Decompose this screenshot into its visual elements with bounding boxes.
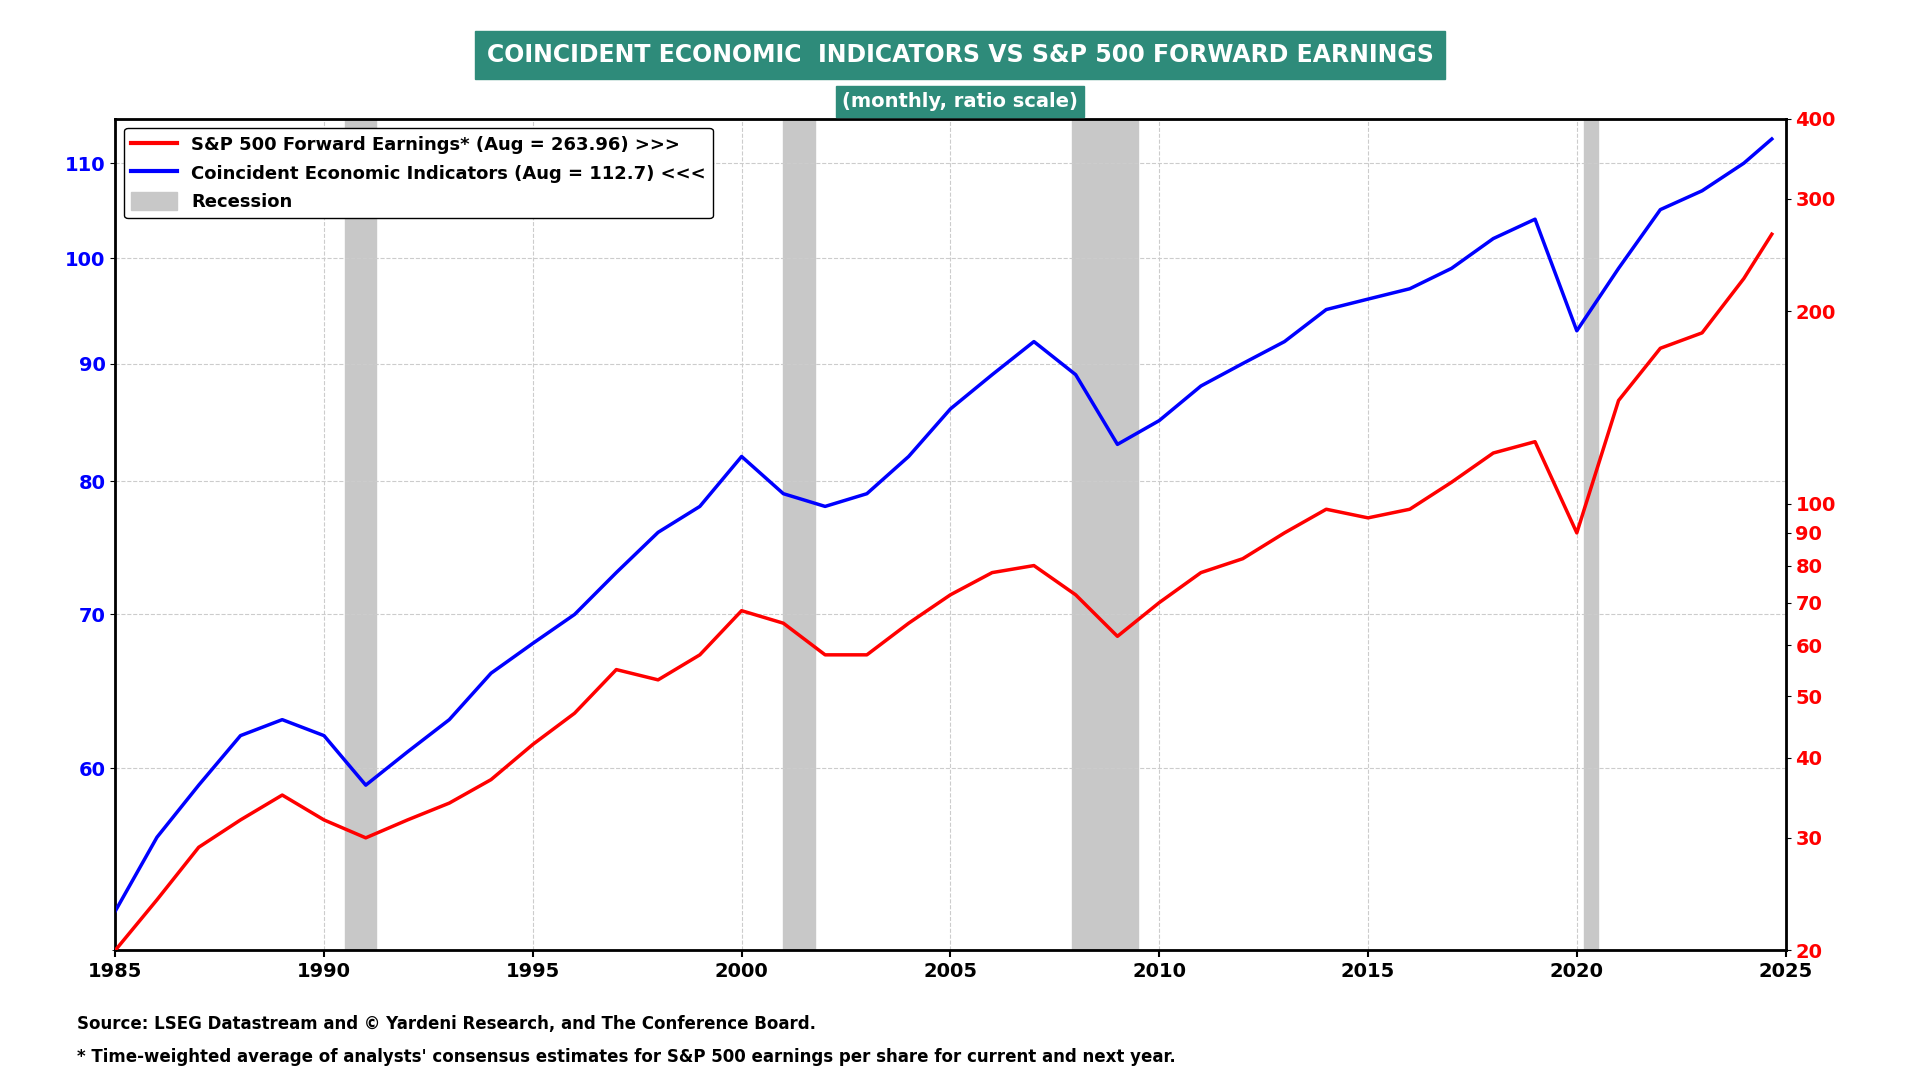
Text: (monthly, ratio scale): (monthly, ratio scale) <box>843 92 1077 111</box>
Text: Source: LSEG Datastream and © Yardeni Research, and The Conference Board.: Source: LSEG Datastream and © Yardeni Re… <box>77 1015 816 1034</box>
Bar <box>1071 119 1139 950</box>
Text: COINCIDENT ECONOMIC  INDICATORS VS S&P 500 FORWARD EARNINGS: COINCIDENT ECONOMIC INDICATORS VS S&P 50… <box>486 43 1434 67</box>
Bar <box>783 119 814 950</box>
Legend: S&P 500 Forward Earnings* (Aug = 263.96) >>>, Coincident Economic Indicators (Au: S&P 500 Forward Earnings* (Aug = 263.96)… <box>125 127 712 218</box>
Text: * Time-weighted average of analysts' consensus estimates for S&P 500 earnings pe: * Time-weighted average of analysts' con… <box>77 1048 1175 1066</box>
Bar <box>346 119 376 950</box>
Bar <box>1584 119 1597 950</box>
